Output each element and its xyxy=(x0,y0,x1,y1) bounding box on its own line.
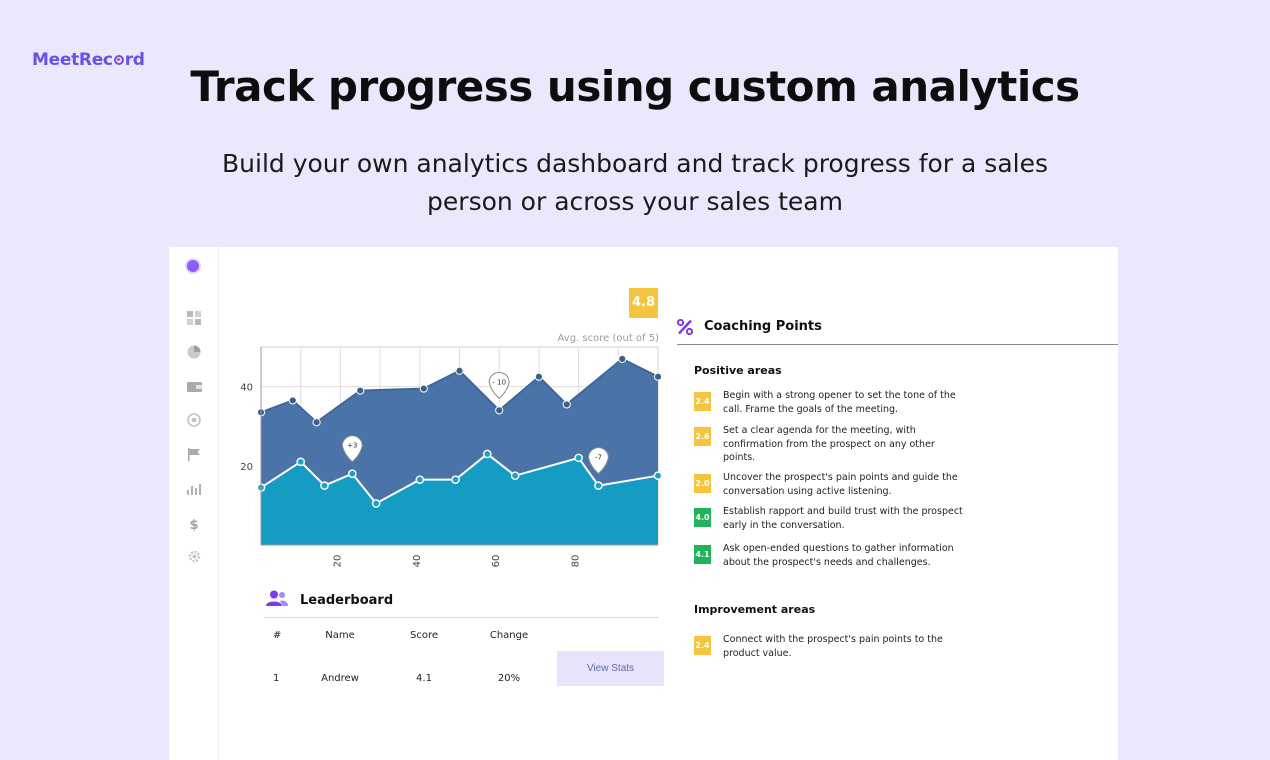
data-point xyxy=(653,372,663,381)
table-header-row: # Name Score Change xyxy=(264,628,669,662)
column-header-name: Name xyxy=(325,630,355,641)
positive-area-text: Uncover the prospect's pain points and g… xyxy=(723,472,958,497)
brand-logo[interactable]: MeetRec rd xyxy=(32,50,145,70)
x-tick-label: 20 xyxy=(332,555,343,568)
positive-area-text: Ask open-ended questions to gather infor… xyxy=(723,543,954,568)
y-tick-label: 20 xyxy=(240,462,253,473)
annotation-label: - 10 xyxy=(492,378,506,386)
data-point xyxy=(356,386,365,395)
page-subline: Build your own analytics dashboard and t… xyxy=(222,149,1048,216)
row-score: 4.1 xyxy=(416,673,432,684)
dollar-icon[interactable]: $ xyxy=(189,518,199,533)
progress-area-chart: 20 40 20 40 60 80 +3 - 10 -7 xyxy=(240,346,663,568)
pie-chart-icon[interactable] xyxy=(169,339,219,373)
score-badge: 4.1 xyxy=(694,545,711,564)
brand-name-start: MeetRec xyxy=(32,50,113,70)
data-point xyxy=(312,418,321,427)
data-point xyxy=(348,469,357,479)
data-point xyxy=(594,481,603,490)
data-point xyxy=(562,400,571,409)
column-header-change: Change xyxy=(489,630,529,641)
y-tick-label: 40 xyxy=(240,383,253,394)
data-point xyxy=(415,475,425,484)
score-badge: 2.0 xyxy=(694,474,711,493)
data-point xyxy=(371,499,381,508)
annotation-label: +3 xyxy=(347,442,357,450)
coaching-points-title: Coaching Points xyxy=(704,319,822,334)
series-line xyxy=(260,452,659,505)
x-tick-label: 40 xyxy=(412,555,423,568)
score-badge: 4.0 xyxy=(694,508,711,527)
data-point xyxy=(320,481,329,490)
sidebar: $ xyxy=(169,247,219,760)
data-point xyxy=(618,354,627,363)
avg-score-label: Avg. score (out of 5) xyxy=(557,333,659,344)
data-point xyxy=(574,453,583,463)
annotation-pin: +3 xyxy=(341,435,363,463)
dashboard-icon[interactable] xyxy=(169,305,219,339)
data-point xyxy=(451,475,460,484)
annotation-label: -7 xyxy=(595,454,602,462)
improvement-areas-title: Improvement areas xyxy=(694,603,816,616)
page-headline: Track progress using custom analytics xyxy=(190,62,1080,111)
annotation-pin: - 10 xyxy=(488,371,510,400)
leaderboard-table: # Name Score Change 1 Andrew 4.1 20% Vie… xyxy=(264,628,669,696)
data-point xyxy=(510,471,520,480)
data-point xyxy=(288,396,297,405)
positive-area-text: Begin with a strong opener to set the to… xyxy=(723,390,956,415)
brand-name-end: rd xyxy=(124,50,145,70)
column-header-score: Score xyxy=(409,630,438,641)
dashboard-panel: $ 4.8 Avg. score (out of 5) 20 40 20 40 60 80… xyxy=(169,247,1118,760)
data-point xyxy=(296,457,305,467)
data-point xyxy=(653,471,663,480)
avg-score-badge: 4.8 xyxy=(629,288,658,318)
data-point xyxy=(419,384,428,393)
annotation-pin-shape xyxy=(488,371,510,400)
annotation-pin-shape xyxy=(341,435,363,463)
score-badge: 2.4 xyxy=(694,636,711,655)
data-point xyxy=(534,372,543,381)
app-logo-dot[interactable] xyxy=(187,260,199,272)
data-point xyxy=(455,366,464,375)
leaderboard-title: Leaderboard xyxy=(300,593,394,608)
annotation-pin: -7 xyxy=(587,447,609,475)
x-tick-label: 80 xyxy=(571,555,582,568)
annotation-pin-shape xyxy=(587,447,609,475)
sidebar-nav: $ xyxy=(169,305,219,577)
row-name: Andrew xyxy=(321,673,359,684)
users-icon xyxy=(266,590,288,610)
score-badge: 2.6 xyxy=(694,427,711,446)
coaching-points-header: Coaching Points xyxy=(676,309,1118,345)
view-stats-button[interactable]: View Stats xyxy=(557,651,664,686)
column-header-rank: # xyxy=(273,630,282,641)
positive-area-text: Establish rapport and build trust with t… xyxy=(723,506,963,531)
bar-chart-icon[interactable] xyxy=(169,475,219,509)
improvement-area-text: Connect with the prospect's pain points … xyxy=(723,634,943,659)
table-row: 1 Andrew 4.1 20% xyxy=(264,662,669,696)
data-point xyxy=(495,406,504,415)
data-point xyxy=(482,449,492,459)
target-icon[interactable] xyxy=(169,407,219,441)
record-dot-icon xyxy=(113,55,124,65)
series-area xyxy=(261,453,658,545)
x-tick-label: 60 xyxy=(491,555,502,568)
flag-icon[interactable] xyxy=(169,441,219,475)
row-rank: 1 xyxy=(273,673,280,684)
settings-icon[interactable] xyxy=(169,543,219,577)
leaderboard-header: Leaderboard xyxy=(264,590,659,618)
percent-icon xyxy=(676,318,694,339)
row-change: 20% xyxy=(497,673,521,684)
positive-areas-title: Positive areas xyxy=(694,364,782,377)
score-badge: 2.4 xyxy=(694,392,711,411)
wallet-icon[interactable] xyxy=(169,373,219,407)
positive-area-text: Set a clear agenda for the meeting, with… xyxy=(723,425,935,463)
